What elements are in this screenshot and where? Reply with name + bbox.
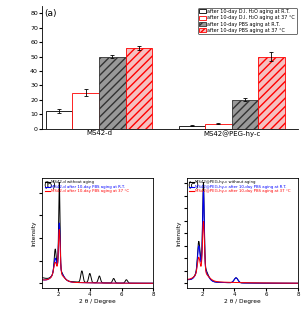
Bar (99, 57, 126, 129)
Bar (178, 126, 205, 129)
Bar (232, 100, 258, 129)
Y-axis label: Intensity: Intensity (32, 220, 37, 246)
Text: (a): (a) (44, 9, 57, 18)
Legend: MS42@PEG-hy-c without aging, MS42@PEG-hy-c after 10-day PBS aging at R.T., MS42@: MS42@PEG-hy-c without aging, MS42@PEG-hy… (189, 179, 292, 194)
Y-axis label: Intensity: Intensity (176, 220, 181, 246)
Bar (205, 124, 232, 129)
Bar (258, 57, 285, 129)
Text: (b): (b) (43, 181, 56, 190)
Bar (46, 111, 73, 129)
Bar (126, 48, 152, 129)
Legend: MS42-d without aging, MS42-d after 10-day PBS aging at R.T., MS42-d after 10-day: MS42-d without aging, MS42-d after 10-da… (44, 179, 130, 194)
X-axis label: 2 θ / Degree: 2 θ / Degree (79, 299, 116, 304)
X-axis label: 2 θ / Degree: 2 θ / Degree (224, 299, 261, 304)
Bar (73, 93, 99, 129)
Text: (c): (c) (188, 181, 200, 190)
Legend: after 10-day D.I. H₂O aging at R.T., after 10-day D.I. H₂O aging at 37 °C, after: after 10-day D.I. H₂O aging at R.T., aft… (197, 8, 296, 34)
